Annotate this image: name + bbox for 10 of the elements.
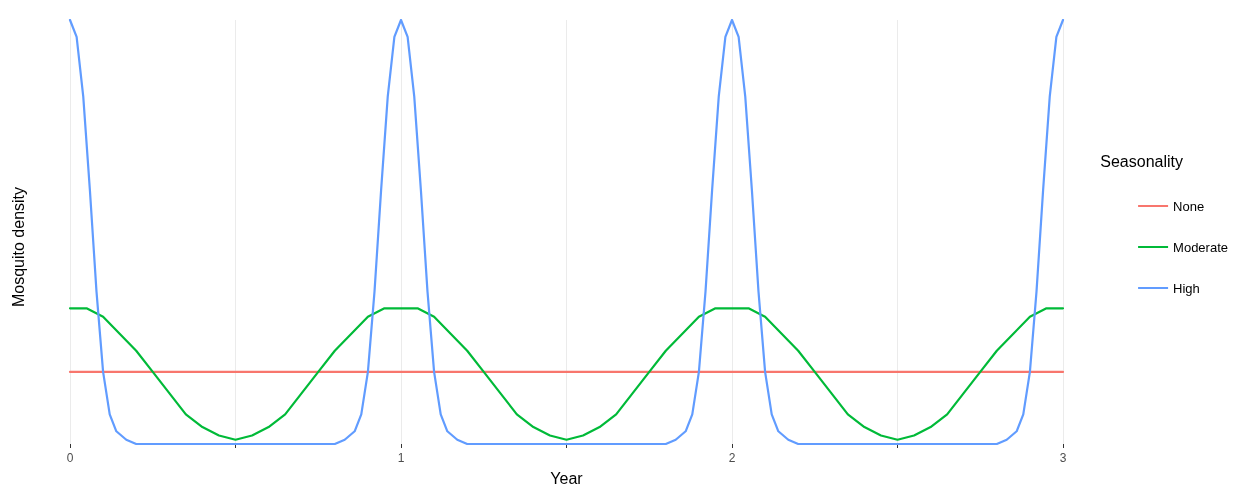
y-axis-title: Mosquito density — [9, 186, 27, 308]
legend-label: Moderate — [1173, 239, 1228, 255]
x-tick-label: 1 — [397, 451, 405, 465]
legend-title: Seasonality — [1100, 152, 1183, 170]
x-tick-label: 3 — [1059, 451, 1067, 465]
x-tick-label: 0 — [66, 451, 74, 465]
x-axis-title: Year — [550, 469, 584, 487]
legend-label: None — [1173, 198, 1205, 214]
x-tick-label: 2 — [728, 451, 736, 465]
legend-label: High — [1173, 280, 1200, 296]
